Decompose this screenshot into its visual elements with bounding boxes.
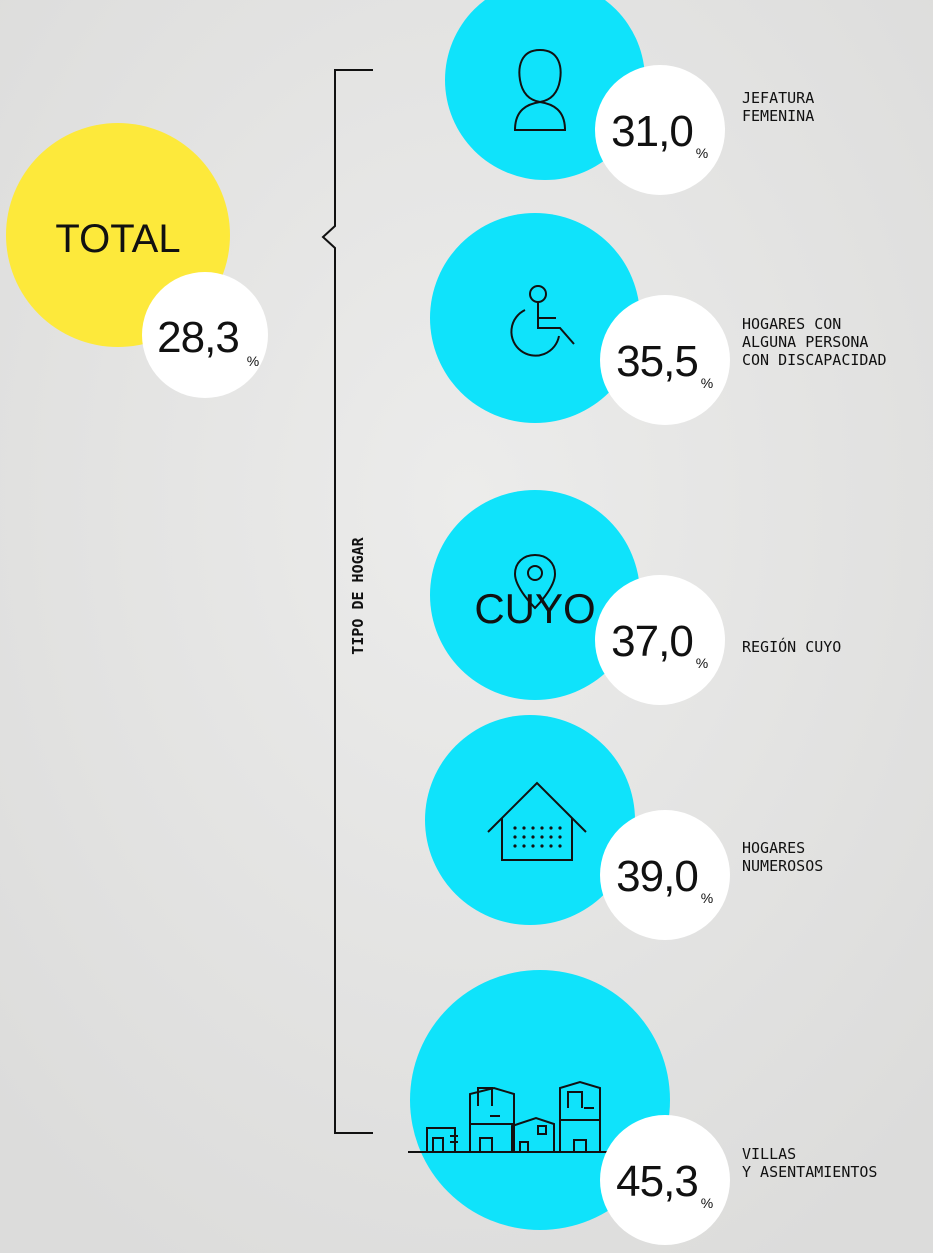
item-label: VILLAS bbox=[742, 1145, 796, 1163]
group-label: TIPO DE HOGAR bbox=[349, 536, 367, 654]
item-circle bbox=[445, 0, 645, 180]
item-label: NUMEROSOS bbox=[742, 857, 823, 875]
total-value: 28,3 bbox=[157, 313, 239, 362]
item-label: Y ASENTAMIENTOS bbox=[742, 1163, 877, 1181]
icon-part bbox=[513, 844, 517, 848]
bracket bbox=[321, 69, 373, 1134]
icon-part bbox=[513, 48, 567, 131]
item-circle bbox=[430, 490, 640, 700]
icon-part bbox=[522, 826, 526, 830]
icon-part bbox=[522, 835, 526, 839]
icon-part bbox=[513, 835, 517, 839]
item-circle bbox=[430, 213, 640, 423]
icon-part bbox=[487, 781, 587, 861]
item-label: HOGARES bbox=[742, 839, 805, 857]
item-label: CON DISCAPACIDAD bbox=[742, 351, 887, 369]
item-icon bbox=[510, 285, 575, 357]
icon-text: CUYO bbox=[474, 585, 595, 632]
icon-part bbox=[513, 826, 517, 830]
item-value: 45,3 bbox=[616, 1157, 698, 1206]
icon-part bbox=[549, 844, 553, 848]
icon-part bbox=[426, 1080, 601, 1152]
icon-part bbox=[513, 553, 557, 610]
item-icon bbox=[513, 48, 567, 131]
icon-part bbox=[558, 844, 562, 848]
item-unit: % bbox=[696, 145, 708, 161]
item-unit: % bbox=[701, 890, 713, 906]
value-circle bbox=[600, 1115, 730, 1245]
icon-part bbox=[522, 844, 526, 848]
icon-part bbox=[540, 826, 544, 830]
total-unit: % bbox=[247, 353, 259, 369]
icon-part bbox=[531, 826, 535, 830]
total-label: TOTAL bbox=[55, 217, 180, 261]
value-circle bbox=[600, 810, 730, 940]
total-value-circle bbox=[142, 272, 268, 398]
item-value: 39,0 bbox=[616, 852, 698, 901]
item-circle bbox=[425, 715, 635, 925]
icon-part bbox=[540, 844, 544, 848]
item-value: 37,0 bbox=[611, 617, 693, 666]
item-value: 35,5 bbox=[616, 337, 698, 386]
value-circle bbox=[595, 575, 725, 705]
icon-part bbox=[510, 302, 575, 357]
item-label: ALGUNA PERSONA bbox=[742, 333, 868, 351]
item-icon bbox=[513, 553, 557, 610]
icon-part bbox=[549, 826, 553, 830]
item-label: HOGARES CON bbox=[742, 315, 841, 333]
item-unit: % bbox=[696, 655, 708, 671]
item-label: FEMENINA bbox=[742, 107, 814, 125]
icon-part bbox=[540, 835, 544, 839]
value-circle bbox=[600, 295, 730, 425]
item-label: REGIÓN CUYO bbox=[742, 637, 841, 656]
item-value: 31,0 bbox=[611, 107, 693, 156]
icon-part bbox=[549, 835, 553, 839]
icon-part bbox=[531, 835, 535, 839]
item-unit: % bbox=[701, 375, 713, 391]
icon-part bbox=[531, 844, 535, 848]
value-circle bbox=[595, 65, 725, 195]
icon-part bbox=[527, 565, 543, 581]
item-icon bbox=[487, 781, 587, 861]
icon-part bbox=[558, 835, 562, 839]
icon-part bbox=[558, 826, 562, 830]
item-label: JEFATURA bbox=[742, 89, 814, 107]
item-unit: % bbox=[701, 1195, 713, 1211]
